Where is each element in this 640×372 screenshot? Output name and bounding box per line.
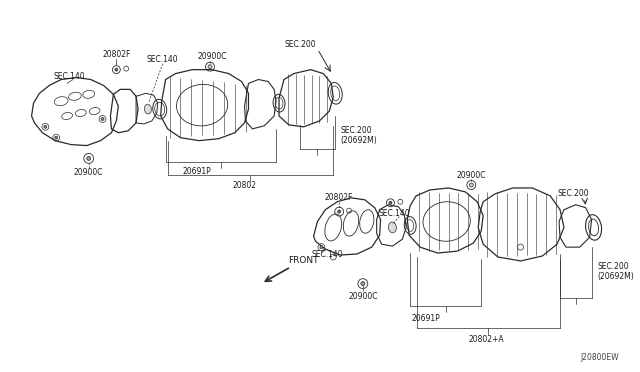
- Text: SEC.140: SEC.140: [147, 55, 179, 64]
- Circle shape: [361, 282, 365, 286]
- Text: FRONT: FRONT: [289, 256, 319, 266]
- Text: 20900C: 20900C: [348, 292, 378, 301]
- Text: SEC.140: SEC.140: [53, 72, 85, 81]
- Text: 20802F: 20802F: [325, 193, 353, 202]
- Circle shape: [55, 136, 58, 139]
- Text: SEC.140: SEC.140: [312, 250, 343, 259]
- Ellipse shape: [388, 222, 396, 233]
- Circle shape: [469, 183, 473, 187]
- Text: J20800EW: J20800EW: [580, 353, 619, 362]
- Text: SEC.200: SEC.200: [598, 262, 629, 271]
- Circle shape: [101, 118, 104, 121]
- Text: (20692M): (20692M): [598, 272, 634, 281]
- Text: 20802F: 20802F: [102, 50, 131, 60]
- Text: (20692M): (20692M): [340, 136, 377, 145]
- Text: 20691P: 20691P: [183, 167, 212, 176]
- Circle shape: [208, 65, 212, 69]
- Ellipse shape: [145, 104, 152, 114]
- Text: 20802: 20802: [232, 180, 257, 189]
- Text: SEC.140: SEC.140: [379, 209, 410, 218]
- Text: 20900C: 20900C: [197, 52, 227, 61]
- Circle shape: [338, 210, 340, 213]
- Circle shape: [115, 68, 118, 71]
- Text: 20691P: 20691P: [412, 314, 440, 323]
- Text: 20900C: 20900C: [456, 171, 486, 180]
- Circle shape: [87, 156, 91, 160]
- Text: 20802+A: 20802+A: [468, 335, 504, 344]
- Circle shape: [44, 125, 47, 128]
- Text: SEC.200: SEC.200: [285, 39, 317, 48]
- Text: SEC.200: SEC.200: [340, 126, 372, 135]
- Text: 20900C: 20900C: [74, 168, 104, 177]
- Circle shape: [389, 201, 392, 204]
- Text: SEC.200: SEC.200: [557, 189, 589, 198]
- Circle shape: [320, 246, 323, 248]
